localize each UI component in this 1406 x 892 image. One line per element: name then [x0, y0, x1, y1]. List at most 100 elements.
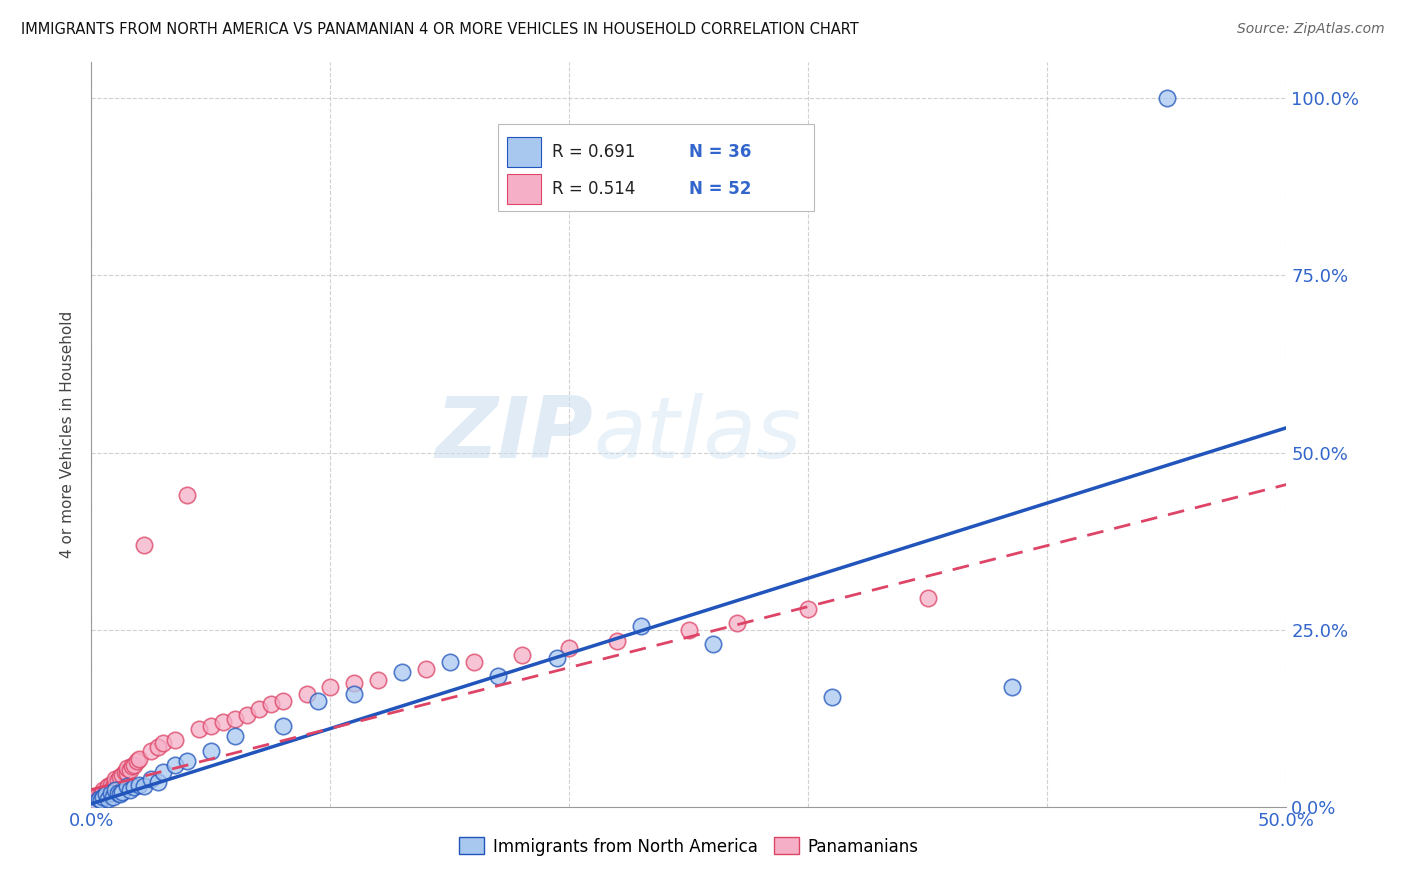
Point	[247, 702, 270, 716]
Point	[1001, 680, 1024, 694]
Point	[100, 782, 122, 797]
Point	[115, 766, 138, 780]
Point	[90, 788, 112, 802]
Point	[121, 759, 143, 773]
Point	[176, 754, 198, 768]
Point	[1156, 91, 1178, 105]
Point	[90, 793, 112, 807]
Point	[83, 793, 105, 807]
Point	[124, 757, 146, 772]
Point	[87, 791, 110, 805]
Point	[678, 623, 700, 637]
Point	[93, 789, 114, 804]
Point	[200, 719, 222, 733]
Point	[108, 771, 131, 785]
Point	[152, 764, 174, 779]
Point	[391, 665, 413, 680]
Text: R = 0.691: R = 0.691	[551, 143, 636, 161]
Point	[367, 673, 389, 687]
Point	[439, 655, 461, 669]
Point	[295, 687, 318, 701]
FancyBboxPatch shape	[508, 136, 541, 167]
Point	[94, 788, 117, 802]
Point	[114, 764, 136, 779]
Point	[84, 795, 107, 809]
Point	[486, 669, 509, 683]
Point	[821, 690, 844, 705]
Point	[87, 791, 110, 805]
Point	[97, 780, 120, 795]
Point	[725, 615, 748, 630]
Point	[797, 601, 820, 615]
Point	[148, 775, 170, 789]
Point	[224, 712, 246, 726]
Point	[111, 785, 134, 799]
Point	[343, 676, 366, 690]
Text: N = 52: N = 52	[689, 180, 751, 198]
Point	[271, 719, 294, 733]
Point	[200, 743, 222, 757]
Point	[224, 729, 246, 743]
Point	[141, 772, 162, 786]
Y-axis label: 4 or more Vehicles in Household: 4 or more Vehicles in Household	[60, 311, 76, 558]
Point	[104, 775, 127, 789]
Text: atlas: atlas	[593, 393, 801, 476]
Point	[187, 723, 211, 737]
Point	[259, 698, 281, 712]
Point	[84, 789, 107, 804]
FancyBboxPatch shape	[508, 174, 541, 204]
Point	[558, 640, 581, 655]
Point	[211, 715, 233, 730]
Point	[132, 779, 155, 793]
Point	[107, 773, 129, 788]
Point	[163, 757, 186, 772]
Point	[343, 687, 366, 701]
Point	[100, 778, 122, 792]
Legend: Immigrants from North America, Panamanians: Immigrants from North America, Panamania…	[453, 830, 925, 863]
Point	[104, 782, 127, 797]
Point	[630, 619, 652, 633]
Point	[107, 786, 129, 800]
Point	[307, 694, 329, 708]
Point	[163, 732, 186, 747]
Point	[101, 789, 124, 804]
Point	[141, 743, 162, 757]
Text: N = 36: N = 36	[689, 143, 751, 161]
Point	[125, 754, 148, 768]
Point	[319, 680, 342, 694]
Point	[128, 752, 150, 766]
Text: R = 0.514: R = 0.514	[551, 180, 636, 198]
Point	[606, 633, 628, 648]
Point	[152, 736, 174, 750]
Point	[510, 648, 533, 662]
Point	[132, 538, 155, 552]
Point	[463, 655, 485, 669]
Point	[108, 788, 131, 802]
Point	[94, 785, 117, 799]
Point	[128, 778, 150, 792]
Text: Source: ZipAtlas.com: Source: ZipAtlas.com	[1237, 22, 1385, 37]
Point	[100, 786, 122, 800]
Point	[917, 591, 939, 605]
Point	[118, 764, 141, 778]
Point	[97, 791, 120, 805]
Point	[118, 782, 141, 797]
Text: IMMIGRANTS FROM NORTH AMERICA VS PANAMANIAN 4 OR MORE VEHICLES IN HOUSEHOLD CORR: IMMIGRANTS FROM NORTH AMERICA VS PANAMAN…	[21, 22, 859, 37]
Point	[115, 779, 138, 793]
Point	[101, 780, 124, 795]
Point	[93, 786, 114, 800]
Point	[124, 780, 146, 795]
Point	[111, 768, 134, 782]
Point	[176, 488, 198, 502]
Point	[415, 662, 437, 676]
Point	[148, 739, 170, 754]
Point	[702, 637, 724, 651]
Point	[115, 761, 138, 775]
FancyBboxPatch shape	[498, 123, 814, 211]
Text: ZIP: ZIP	[436, 393, 593, 476]
Point	[104, 772, 127, 786]
Point	[547, 651, 569, 665]
Point	[235, 708, 259, 723]
Point	[93, 782, 114, 797]
Point	[97, 779, 120, 793]
